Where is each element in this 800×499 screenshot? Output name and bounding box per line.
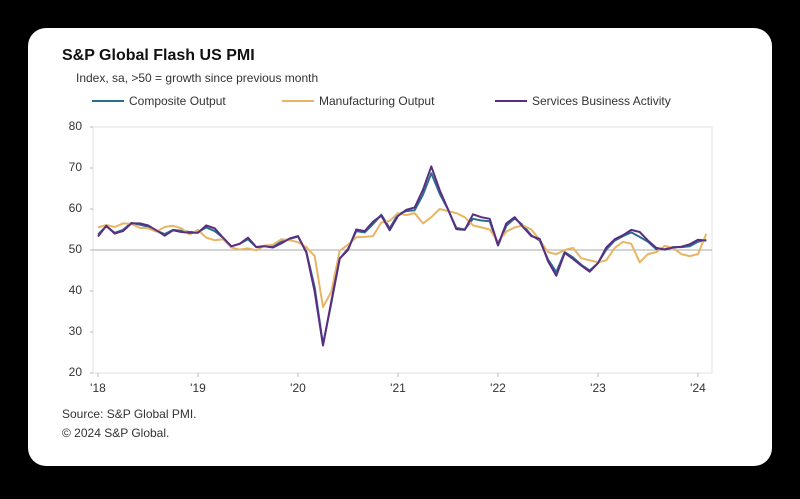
chart-title: S&P Global Flash US PMI [62, 47, 255, 64]
y-tick-label: 20 [69, 365, 83, 379]
x-tick-label: '19 [190, 381, 206, 395]
x-tick-label: '21 [390, 381, 406, 395]
y-tick-label: 60 [69, 201, 83, 215]
y-tick-label: 70 [69, 160, 83, 174]
x-tick-label: '22 [490, 381, 506, 395]
card [28, 28, 772, 466]
copyright-note: © 2024 S&P Global. [62, 426, 169, 440]
y-tick-label: 50 [69, 242, 83, 256]
legend-label: Composite Output [129, 94, 226, 108]
x-tick-label: '23 [590, 381, 606, 395]
x-tick-label: '18 [90, 381, 106, 395]
legend-label: Services Business Activity [532, 94, 671, 108]
source-note: Source: S&P Global PMI. [62, 407, 197, 421]
y-tick-label: 30 [69, 324, 83, 338]
y-tick-label: 80 [69, 119, 83, 133]
legend-label: Manufacturing Output [319, 94, 435, 108]
y-tick-label: 40 [69, 283, 83, 297]
x-tick-label: '20 [290, 381, 306, 395]
x-tick-label: '24 [690, 381, 706, 395]
series-line [97, 165, 707, 347]
chart-subtitle: Index, sa, >50 = growth since previous m… [76, 71, 318, 85]
